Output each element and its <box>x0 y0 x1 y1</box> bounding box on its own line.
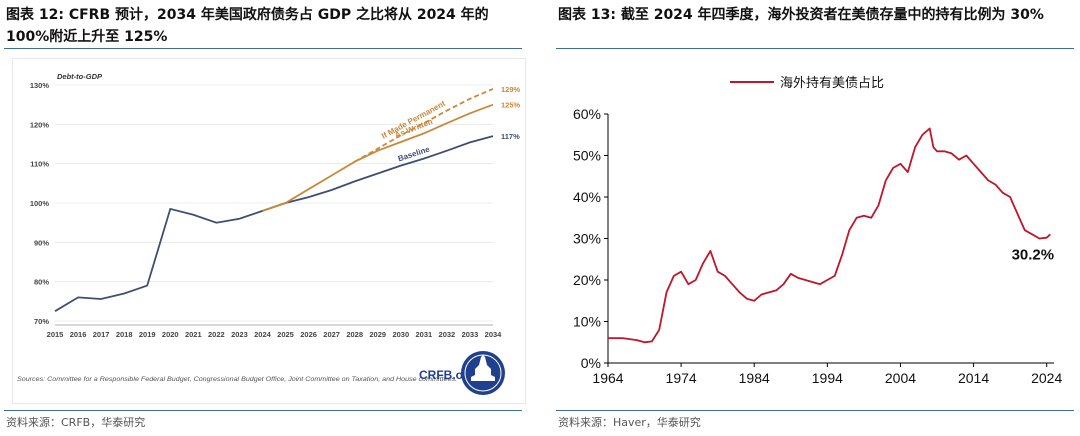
left-source: 资料来源：CRFB，华泰研究 <box>6 416 146 429</box>
y-tick-label: 130% <box>30 81 50 90</box>
foreign-holdings-chart: 海外持有美债占比 0% 10% 20% 30% 40% 50% 60% 1964 1974 19… <box>573 75 1063 386</box>
y-tick-label: 20% <box>573 272 601 288</box>
left-source-rule <box>4 410 522 411</box>
x-tick-label: 2022 <box>208 330 225 339</box>
x-tick-label: 1964 <box>592 370 623 386</box>
series-label-baseline: Baseline <box>397 144 432 163</box>
x-tick-label: 2027 <box>323 330 340 339</box>
x-tick-label: 2033 <box>462 330 479 339</box>
y-tick-label: 0% <box>581 355 601 371</box>
x-tick-label: 2025 <box>277 330 294 339</box>
x-tick-label: 2020 <box>162 330 179 339</box>
series-line-foreign-share <box>608 127 1051 344</box>
debt-to-gdp-chart: 70% 80% 90% 100% 110% 120% 130% 2015 2016 2017 20… <box>17 72 521 395</box>
y-tick-label: 110% <box>30 160 49 169</box>
right-source: 资料来源：Haver，华泰研究 <box>558 416 701 429</box>
left-title-rule <box>4 48 522 49</box>
series-line-if-made-permanent <box>354 88 494 163</box>
crfb-logo: CRFB.org <box>419 351 505 395</box>
left-figure-panel: 图表 12: CFRB 预计，2034 年美国政府债务占 GDP 之比将从 20… <box>0 0 528 436</box>
end-value-label: 117% <box>501 132 520 141</box>
end-value-label: 129% <box>501 85 521 94</box>
right-figure-panel: 图表 13: 截至 2024 年四季度，海外投资者在美债存量中的持有比例为 30… <box>552 0 1080 436</box>
x-tick-label: 1994 <box>812 370 843 386</box>
x-tick-label: 2018 <box>116 330 133 339</box>
x-tick-label: 2026 <box>300 330 317 339</box>
x-tick-label: 2030 <box>392 330 409 339</box>
x-tick-label: 2029 <box>369 330 386 339</box>
x-tick-label: 2014 <box>958 370 989 386</box>
x-tick-label: 2031 <box>415 330 432 339</box>
x-tick-label: 2015 <box>47 330 64 339</box>
y-tick-label: 80% <box>34 278 49 287</box>
series-label-if-made-permanent: If Made Permanent <box>380 99 447 141</box>
x-tick-label: 1974 <box>666 370 697 386</box>
end-value-label: 125% <box>501 101 521 110</box>
y-tick-label: 30% <box>573 231 601 247</box>
right-source-rule <box>556 410 1074 411</box>
x-tick-label: 2032 <box>439 330 456 339</box>
y-tick-label: 100% <box>30 199 50 208</box>
x-tick-label: 2034 <box>485 330 503 339</box>
latest-value-annotation: 30.2% <box>1012 247 1055 264</box>
y-tick-label: 70% <box>34 317 49 326</box>
legend-label: 海外持有美债占比 <box>780 75 884 90</box>
y-tick-label: 60% <box>573 106 601 122</box>
crfb-logo-text: CRFB.org <box>419 368 475 382</box>
y-tick-label: 50% <box>573 148 601 164</box>
left-figure-title: 图表 12: CFRB 预计，2034 年美国政府债务占 GDP 之比将从 20… <box>6 7 489 45</box>
chart-legend: 海外持有美债占比 <box>730 75 884 90</box>
left-embedded-chart: 70% 80% 90% 100% 110% 120% 130% 2015 2016 2017 20… <box>12 58 526 404</box>
right-figure-title: 图表 13: 截至 2024 年四季度，海外投资者在美债存量中的持有比例为 30… <box>558 7 1044 23</box>
series-line-baseline <box>54 135 494 312</box>
x-tick-label: 2016 <box>70 330 87 339</box>
chart-title-debt-to-gdp: Debt-to-GDP <box>57 72 103 81</box>
x-tick-label: 2023 <box>231 330 248 339</box>
x-tick-label: 2019 <box>139 330 156 339</box>
x-tick-label: 2024 <box>254 330 272 339</box>
x-tick-label: 2024 <box>1031 370 1062 386</box>
y-tick-label: 40% <box>573 189 601 205</box>
x-tick-label: 2021 <box>185 330 202 339</box>
y-tick-label: 10% <box>573 314 601 330</box>
right-title-rule <box>556 48 1074 49</box>
y-tick-label: 90% <box>34 238 49 247</box>
x-tick-label: 2017 <box>93 330 110 339</box>
series-line-as-written <box>262 103 494 212</box>
y-tick-label: 120% <box>30 120 50 129</box>
x-tick-label: 2004 <box>885 370 916 386</box>
x-tick-label: 2028 <box>346 330 363 339</box>
chart-source-note: Sources: Committee for a Responsible Fed… <box>17 377 457 383</box>
x-tick-label: 1984 <box>739 370 770 386</box>
